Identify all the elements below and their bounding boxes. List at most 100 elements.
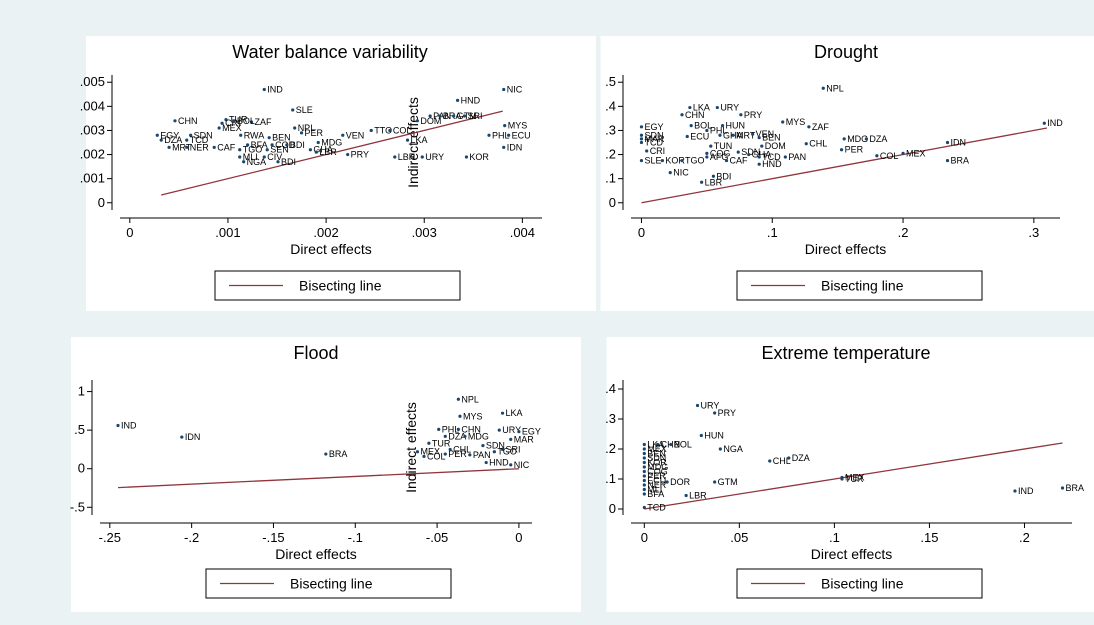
x-tick-label: 0	[126, 225, 133, 240]
data-point	[443, 434, 447, 438]
x-tick-label: .002	[313, 225, 338, 240]
legend-label: Bisecting line	[299, 278, 382, 294]
data-point	[665, 480, 669, 484]
point-label: IDN	[185, 432, 201, 442]
point-label: ZAF	[255, 117, 273, 127]
data-point	[768, 459, 772, 463]
point-label: TCD	[644, 138, 663, 148]
panel-background	[600, 36, 1094, 311]
point-label: PHL	[492, 130, 510, 140]
data-point	[645, 149, 649, 153]
data-point	[265, 148, 269, 152]
point-label: TCD	[190, 135, 209, 145]
data-point	[270, 143, 274, 147]
data-point	[484, 460, 488, 465]
point-label: CRI	[225, 118, 241, 128]
point-label: TTO	[374, 125, 392, 135]
point-label: HUN	[726, 121, 746, 131]
legend-box	[214, 270, 461, 301]
data-point	[497, 428, 501, 432]
data-point	[639, 158, 644, 163]
data-point	[500, 447, 505, 452]
data-point	[807, 125, 811, 129]
point-label: MYS	[508, 121, 528, 131]
data-point	[463, 434, 467, 438]
data-point	[760, 144, 764, 148]
point-label: HND	[762, 159, 782, 169]
x-tick-label: -.15	[262, 530, 284, 545]
data-point	[713, 480, 717, 484]
data-point	[781, 120, 785, 124]
data-point	[468, 453, 472, 457]
point-label: CHL	[453, 444, 471, 454]
x-tick-label: 0	[641, 530, 648, 545]
point-label: MYS	[463, 411, 483, 421]
x-tick-label: 0	[515, 530, 522, 545]
x-tick-label: -.2	[184, 530, 199, 545]
data-point	[155, 133, 159, 137]
x-tick-label: .05	[730, 530, 748, 545]
data-point	[718, 447, 722, 451]
data-point	[238, 148, 242, 152]
data-point	[642, 505, 646, 510]
point-label: MAR	[514, 434, 535, 444]
point-label: COL	[427, 451, 446, 461]
point-label: MLI	[647, 485, 662, 495]
point-label: MRT	[172, 142, 192, 152]
point-label: NER	[190, 142, 210, 152]
x-tick-label: -.25	[99, 530, 121, 545]
point-label: SDN	[486, 441, 505, 451]
data-point	[804, 142, 808, 146]
y-tick-label: .004	[80, 98, 105, 113]
data-point	[724, 158, 729, 163]
point-label: SRI	[467, 111, 482, 121]
bisecting-line	[161, 110, 503, 196]
point-label: SDN	[741, 147, 760, 157]
point-label: LKA	[693, 103, 710, 113]
data-point	[945, 158, 950, 163]
chart-panel-2: Drought 0 .1 .2 .3 0 .1 .2 .3 .4 .5 Direct effects N…	[600, 36, 1094, 311]
data-point	[173, 119, 177, 123]
point-label: MYS	[786, 117, 806, 127]
data-point	[438, 114, 442, 118]
point-label: TCD	[647, 503, 666, 513]
data-point	[189, 133, 193, 137]
point-label: IND	[1047, 118, 1063, 128]
point-label: MDG	[647, 462, 668, 472]
data-point	[369, 128, 373, 133]
point-label: EGY	[522, 427, 541, 437]
data-point	[452, 114, 456, 118]
point-label: NPL	[461, 394, 479, 404]
point-label: CIV	[267, 152, 282, 162]
point-label: LBR	[689, 491, 707, 501]
point-label: LBR	[705, 177, 723, 187]
data-point	[116, 423, 120, 428]
y-tick-label: .4	[605, 98, 616, 113]
point-label: NGA	[247, 157, 267, 167]
data-point	[464, 155, 469, 159]
point-label: BEN	[647, 449, 666, 459]
point-label: URY	[720, 103, 739, 113]
point-label: IND	[1018, 486, 1034, 496]
panel-background	[86, 36, 596, 311]
point-label: SLE	[296, 105, 313, 115]
data-point	[642, 492, 646, 496]
point-label: TUR	[229, 115, 248, 125]
point-label: MDG	[847, 134, 868, 144]
data-point	[642, 469, 646, 474]
data-point	[458, 414, 462, 418]
point-label: SEN	[270, 145, 289, 155]
point-label: TUR	[845, 474, 864, 484]
data-point	[224, 117, 228, 122]
data-point	[783, 155, 787, 159]
data-point	[428, 114, 432, 118]
point-label: COG	[710, 148, 731, 158]
x-tick-label: .004	[510, 225, 535, 240]
point-label: NGA	[723, 444, 743, 454]
data-point	[705, 151, 709, 155]
point-label: CHN	[461, 424, 481, 434]
point-label: PRY	[351, 150, 369, 160]
point-label: BFA	[647, 489, 664, 499]
point-label: LBR	[398, 152, 416, 162]
data-point	[642, 447, 646, 451]
